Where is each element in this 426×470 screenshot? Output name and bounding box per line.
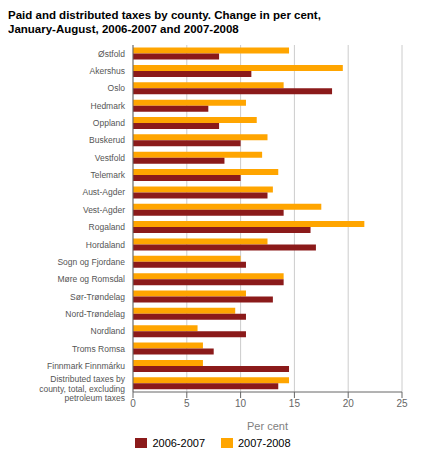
svg-text:Rogaland: Rogaland: [89, 222, 126, 232]
svg-text:Aust-Agder: Aust-Agder: [82, 187, 125, 197]
svg-text:Troms Romsa: Troms Romsa: [72, 344, 125, 354]
svg-text:Møre og Romsdal: Møre og Romsdal: [57, 274, 125, 284]
svg-text:Sør-Trøndelag: Sør-Trøndelag: [70, 292, 125, 302]
svg-text:Finnmark Finnmárku: Finnmark Finnmárku: [47, 361, 125, 371]
svg-text:25: 25: [396, 398, 408, 409]
svg-text:Sogn og Fjordane: Sogn og Fjordane: [57, 257, 125, 267]
svg-text:5: 5: [184, 398, 190, 409]
svg-text:Oppland: Oppland: [93, 118, 125, 128]
svg-text:Akershus: Akershus: [90, 66, 125, 76]
svg-text:Nordland: Nordland: [91, 326, 126, 336]
svg-text:Vest-Agder: Vest-Agder: [83, 205, 125, 215]
html-text:Paid and distributed taxes by: Paid and distributed taxes by county. Ch…: [8, 9, 321, 35]
svg-text:Per cent: Per cent: [247, 420, 288, 432]
svg-text:Vestfold: Vestfold: [95, 153, 126, 163]
svg-text:Hordaland: Hordaland: [86, 240, 125, 250]
html-text:2007-2008: 2007-2008: [238, 437, 291, 449]
svg-text:Telemark: Telemark: [91, 170, 126, 180]
html-text:2006-2007: 2006-2007: [152, 437, 205, 449]
svg-text:Hedmark: Hedmark: [91, 101, 126, 111]
svg-text:0: 0: [130, 398, 136, 409]
svg-text:Distributed taxes bycounty, to: Distributed taxes bycounty, total, exclu…: [39, 374, 126, 403]
svg-text:Oslo: Oslo: [108, 83, 126, 93]
svg-text:Buskerud: Buskerud: [89, 135, 125, 145]
svg-text:Nord-Trøndelag: Nord-Trøndelag: [65, 309, 125, 319]
svg-text:10: 10: [235, 398, 247, 409]
svg-text:15: 15: [289, 398, 301, 409]
svg-text:20: 20: [343, 398, 355, 409]
svg-text:Østfold: Østfold: [98, 49, 125, 59]
